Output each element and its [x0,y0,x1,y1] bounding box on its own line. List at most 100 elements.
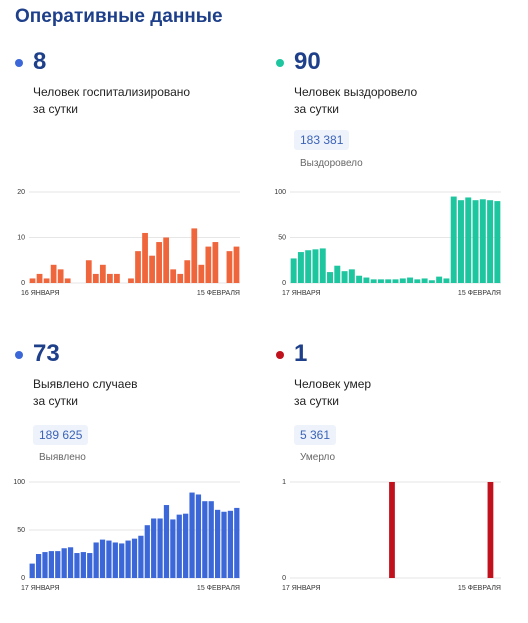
chart-bar [170,269,177,283]
y-tick-label: 20 [17,189,25,196]
chart-bar [202,501,208,578]
chart-bar [93,542,99,578]
chart-bar [177,273,184,283]
chart-hospitalized: 0 10 20 16 ЯНВАРЯ 15 ФЕВРАЛЯ [17,189,240,297]
stat-description-line1: Выявлено случаев [33,377,138,391]
chart-bar [42,552,48,578]
chart-bar [414,279,421,283]
chart-bar [356,275,363,283]
chart-bar [198,264,205,283]
chart-bar [334,265,341,283]
status-dot [15,59,23,67]
chart-bar [99,264,106,283]
stat-value: 73 [33,340,60,367]
stat-description: Выявлено случаев за сутки [33,376,138,410]
stat-value: 8 [33,48,47,75]
chart-bar [157,518,163,578]
chart-bar [227,510,234,578]
stat-description-line1: Человек выздоровело [294,85,418,99]
chart-bar [29,563,35,578]
stat-description-line2: за сутки [294,102,339,116]
chart-bar [183,513,189,578]
chart-bar [214,509,221,578]
chart-bar [392,279,399,283]
chart-bar [149,255,155,283]
chart-bar [35,554,42,578]
chart-bar [61,548,67,578]
x-end-label: 15 ФЕВРАЛЯ [458,290,501,297]
chart-bar [208,501,214,578]
chart-bar [457,200,464,283]
chart-bar [64,278,71,283]
total-badge: 183 381 [294,130,350,150]
stat-value: 1 [294,340,308,367]
chart-bar [55,551,61,578]
chart-bar [465,197,472,283]
chart-bar [195,494,202,578]
stat-card-hospitalized: 8 Человек госпитализировано за сутки 0 10… [15,48,265,308]
chart-bar [99,539,106,578]
chart-bar [191,228,198,283]
chart-bar [170,519,176,578]
x-end-label: 15 ФЕВРАЛЯ [458,585,501,592]
chart-bar [479,199,486,283]
stat-description-line2: за сутки [33,394,78,408]
chart-bar [297,252,304,283]
chart-bar [131,538,138,578]
chart-bar [125,540,131,578]
chart-bar [57,269,64,283]
y-tick-label: 100 [274,189,286,196]
x-start-label: 16 ЯНВАРЯ [21,290,60,297]
chart-bar [92,273,99,283]
chart-bar [399,278,406,283]
chart-bar [233,246,240,283]
chart-bar [421,278,428,283]
y-tick-label: 0 [21,280,25,287]
chart-bar [67,547,74,578]
chart-bar [385,279,392,283]
chart-bar [135,251,141,283]
chart-bar [341,271,348,283]
chart-bar [36,273,43,283]
stat-description-line2: за сутки [33,102,78,116]
chart-bar [389,482,395,578]
chart-bar [163,237,170,283]
y-tick-label: 100 [13,479,25,486]
chart-bar [487,200,494,283]
chart-bar [305,250,312,283]
total-badge: 5 361 [294,425,337,445]
chart-bar [428,280,435,283]
chart-bar [184,260,191,283]
chart-bar [156,242,163,283]
total-label: Умерло [300,452,336,463]
chart-bar [48,551,55,578]
chart-bar [74,553,80,578]
chart-bar [312,249,319,283]
stat-value: 90 [294,48,321,75]
chart-bar [363,277,370,283]
y-tick-label: 50 [17,527,25,534]
chart-bar [112,542,118,578]
chart-detected: 0 50 100 17 ЯНВАРЯ 15 ФЕВРАЛЯ [13,479,240,592]
chart-bar [29,278,36,283]
chart-bar [226,251,233,283]
chart-bar [472,200,479,283]
stat-description: Человек выздоровело за сутки [294,84,417,118]
status-dot [276,351,284,359]
y-tick-label: 0 [21,575,25,582]
chart-bar [234,507,240,578]
chart-bar [142,232,148,283]
chart-bar [212,242,219,283]
chart-bar [114,273,120,283]
y-tick-label: 50 [278,235,286,242]
chart-bar [151,518,157,578]
stat-description: Человек госпитализировано за сутки [33,84,190,118]
chart-bar [87,553,93,578]
y-tick-label: 0 [282,280,286,287]
chart-bar [163,505,170,578]
chart-bar [205,246,212,283]
stat-description: Человек умер за сутки [294,376,371,410]
y-tick-label: 1 [282,479,286,486]
x-end-label: 15 ФЕВРАЛЯ [197,290,240,297]
chart-bar [443,278,450,283]
